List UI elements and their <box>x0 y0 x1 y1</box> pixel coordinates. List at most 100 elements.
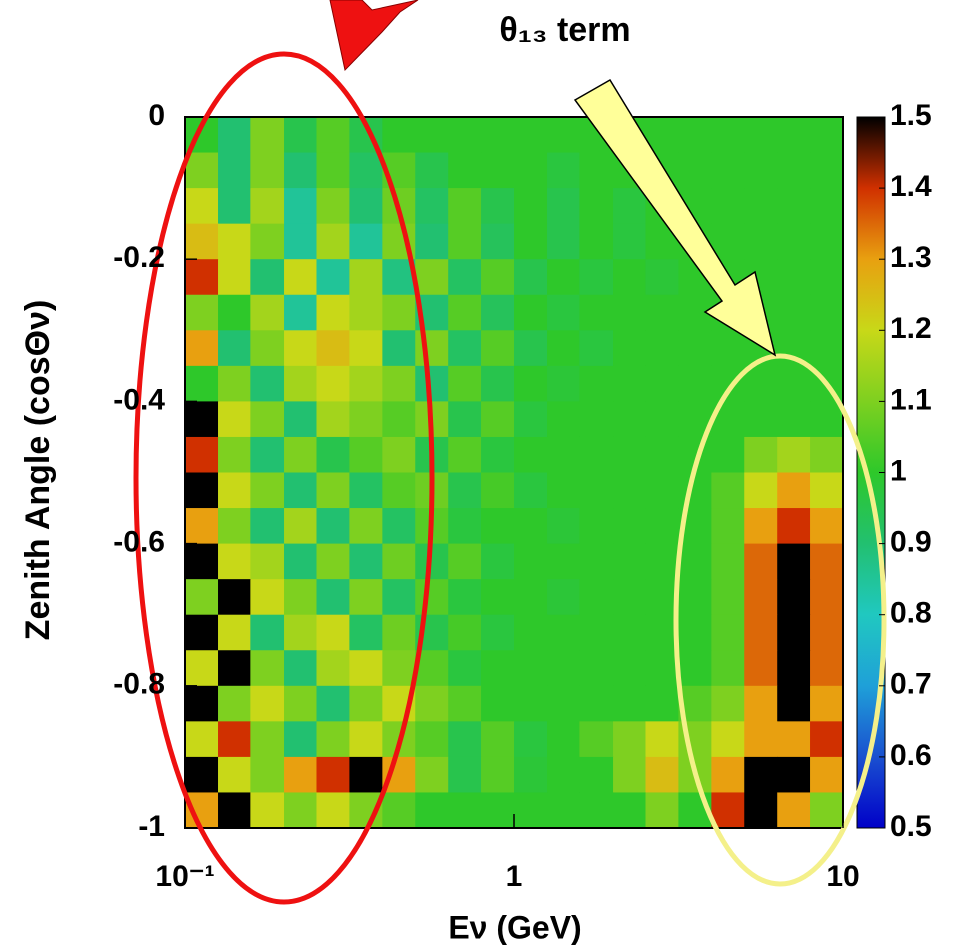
heatmap-cell <box>250 401 284 437</box>
heatmap-cell <box>579 757 613 793</box>
heatmap-cell <box>448 295 481 331</box>
heatmap-cell <box>645 437 678 473</box>
heatmap-cell <box>777 224 810 260</box>
heatmap-cell <box>810 686 843 722</box>
heatmap-cell <box>218 721 251 757</box>
heatmap-cell <box>810 544 843 580</box>
heatmap-cell <box>645 366 678 402</box>
heatmap-cell <box>645 650 678 686</box>
heatmap-cell <box>316 473 349 509</box>
heatmap-cell <box>218 473 251 509</box>
heatmap-cell <box>284 650 317 686</box>
heatmap-cell <box>250 615 284 651</box>
heatmap-cell <box>810 330 843 366</box>
heatmap-cell <box>613 757 646 793</box>
heatmap-cell <box>316 721 349 757</box>
heatmap-cell <box>711 117 744 153</box>
heatmap-cell <box>744 686 777 722</box>
heatmap-cell <box>316 295 349 331</box>
heatmap-cell <box>284 757 317 793</box>
heatmap-cell <box>678 117 711 153</box>
x-tick-label: 10⁻¹ <box>155 860 214 893</box>
heatmap-cell <box>514 437 548 473</box>
y-tick-label: 0 <box>148 99 165 132</box>
heatmap-cell <box>744 792 777 828</box>
heatmap-cell <box>185 615 219 651</box>
heatmap-cell <box>185 437 219 473</box>
heatmap-cell <box>448 615 481 651</box>
heatmap-cell <box>810 153 843 189</box>
heatmap-cell <box>744 615 777 651</box>
heatmap-cell <box>613 615 646 651</box>
heatmap-cell <box>185 757 219 793</box>
heatmap-cell <box>316 508 349 544</box>
y-tick-label: -0.6 <box>113 526 165 559</box>
heatmap-cell <box>579 615 613 651</box>
heatmap-cell <box>579 153 613 189</box>
heatmap-cell <box>711 508 744 544</box>
colorbar-tick-label: 0.9 <box>890 526 932 559</box>
heatmap-cell <box>382 508 415 544</box>
heatmap-cell <box>185 508 219 544</box>
heatmap-cell <box>316 366 349 402</box>
heatmap-cell <box>744 153 777 189</box>
heatmap-cell <box>382 437 415 473</box>
heatmap-cell <box>185 224 219 260</box>
heatmap-cell <box>481 295 514 331</box>
heatmap-cell <box>218 544 251 580</box>
heatmap-cell <box>514 295 548 331</box>
heatmap-cell <box>250 224 284 260</box>
heatmap-cell <box>185 650 219 686</box>
heatmap-cell <box>711 615 744 651</box>
y-tick-label: -0.8 <box>113 668 165 701</box>
heatmap-cell <box>481 153 514 189</box>
heatmap-cell <box>284 366 317 402</box>
heatmap-cell <box>514 117 548 153</box>
heatmap-cell <box>481 366 514 402</box>
heatmap-cell <box>579 188 613 224</box>
heatmap-cell <box>316 437 349 473</box>
heatmap-cell <box>547 473 580 509</box>
heatmap-cell <box>678 650 711 686</box>
heatmap-cell <box>316 117 349 153</box>
heatmap-cell <box>613 579 646 615</box>
heatmap-cell <box>349 295 382 331</box>
heatmap-cell <box>316 544 349 580</box>
heatmap-cell <box>250 544 284 580</box>
heatmap-cell <box>777 295 810 331</box>
heatmap-cell <box>777 153 810 189</box>
heatmap-cell <box>547 508 580 544</box>
heatmap-cell <box>810 579 843 615</box>
heatmap-cell <box>349 188 382 224</box>
heatmap-cell <box>514 686 548 722</box>
heatmap-cell <box>316 757 349 793</box>
heatmap-cell <box>185 259 219 295</box>
x-axis-label: Eν (GeV) <box>448 909 581 945</box>
heatmap-cell <box>284 401 317 437</box>
heatmap-cell <box>744 188 777 224</box>
heatmap-cell <box>777 437 810 473</box>
heatmap-cell <box>349 366 382 402</box>
heatmap-cell <box>316 579 349 615</box>
heatmap-cell <box>645 508 678 544</box>
heatmap-cell <box>579 792 613 828</box>
heatmap-cell <box>349 650 382 686</box>
heatmap-cell <box>284 473 317 509</box>
heatmap-cell <box>481 330 514 366</box>
heatmap-cell <box>250 330 284 366</box>
heatmap-cell <box>284 544 317 580</box>
heatmap-cell <box>711 650 744 686</box>
heatmap-cell <box>415 721 448 757</box>
heatmap-cell <box>744 579 777 615</box>
heatmap-cell <box>711 473 744 509</box>
heatmap-cell <box>547 153 580 189</box>
heatmap-cell <box>777 615 810 651</box>
heatmap-cell <box>514 224 548 260</box>
heatmap-cell <box>711 366 744 402</box>
heatmap-cell <box>810 473 843 509</box>
heatmap-cell <box>284 153 317 189</box>
heatmap-cell <box>613 295 646 331</box>
heatmap-cell <box>777 544 810 580</box>
heatmap-cell <box>284 792 317 828</box>
heatmap-cell <box>711 792 744 828</box>
